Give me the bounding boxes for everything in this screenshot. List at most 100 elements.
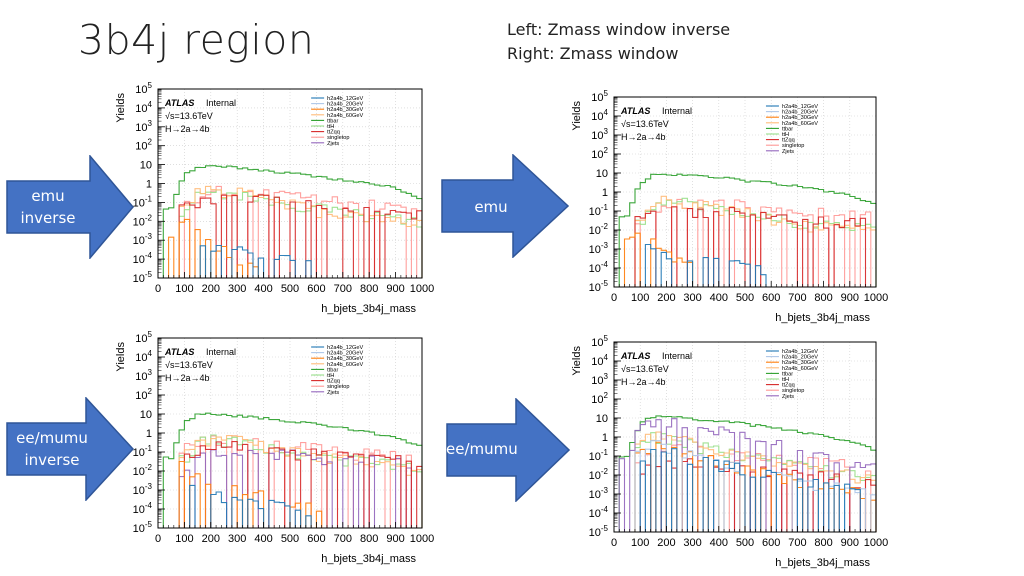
- y-tick-label: 105: [135, 330, 152, 345]
- x-tick-label: 0: [155, 283, 161, 295]
- y-axis: 10-5 10-4 10-3 10-2 10-1 1 10 102 103 104 105: [589, 89, 621, 294]
- y-tick-label: 10-1: [133, 194, 153, 209]
- x-tick-label: 600: [307, 533, 325, 545]
- chart-svg: 0 100 200 300 400 500 600 700 800 900 1000 h_bjets_…: [115, 330, 434, 565]
- x-tick-label: 0: [611, 537, 617, 549]
- legend-label-h2a4b-12gev: h2a4b_12GeV: [327, 345, 363, 351]
- arrow-label-line1: emu: [31, 187, 65, 205]
- y-axis: 10-5 10-4 10-3 10-2 10-1 1 10 102 103 104 105: [133, 81, 165, 285]
- legend-label-ttzqq: ttZqq: [327, 379, 340, 385]
- x-tick-label: 500: [281, 533, 299, 545]
- arrow-label-line1: ee/mumu: [446, 440, 518, 458]
- region-note: Left: Zmass window inverse Right: Zmass …: [507, 18, 730, 66]
- y-tick-label: 10-5: [589, 279, 609, 294]
- y-tick-label: 10: [596, 413, 608, 425]
- energy-label: √s=13.6TeV: [165, 360, 213, 370]
- x-axis: 0 100 200 300 400 500 600 700 800 900 1000: [155, 272, 434, 295]
- y-tick-label: 10-3: [589, 486, 609, 501]
- y-tick-label: 104: [135, 349, 152, 364]
- x-tick-label: 600: [762, 292, 780, 304]
- x-tick-label: 400: [254, 283, 272, 295]
- y-axis: 10-5 10-4 10-3 10-2 10-1 1 10 102 103 104 105: [589, 334, 621, 539]
- process-label: H→2a→4b: [621, 132, 666, 142]
- chart-svg: 0 100 200 300 400 500 600 700 800 900 1000 h_bjets_…: [115, 81, 434, 315]
- y-tick-label: 1: [602, 432, 608, 444]
- legend-label-ttzqq: ttZqq: [327, 130, 340, 136]
- y-tick-label: 10: [596, 168, 608, 180]
- legend-label-singletop: singletop: [782, 388, 804, 394]
- y-tick-label: 103: [591, 127, 608, 142]
- x-tick-label: 200: [657, 292, 675, 304]
- arrow-label-line1: emu: [474, 198, 508, 216]
- atlas-label-block: ATLAS Internal √s=13.6TeV H→2a→4b: [620, 106, 692, 142]
- x-tick-label: 800: [360, 283, 378, 295]
- x-axis: 0 100 200 300 400 500 600 700 800 900 1000: [155, 522, 434, 545]
- y-tick-label: 10-2: [133, 463, 153, 478]
- atlas-tag: Internal: [662, 351, 692, 361]
- y-tick-label: 102: [591, 146, 608, 161]
- y-tick-label: 103: [135, 119, 152, 134]
- x-axis-label: h_bjets_3b4j_mass: [775, 312, 870, 324]
- legend-label-h2a4b-12gev: h2a4b_12GeV: [327, 96, 363, 102]
- energy-label: √s=13.6TeV: [621, 119, 669, 129]
- legend-label-ttbar: ttbar: [782, 126, 793, 132]
- x-tick-label: 900: [841, 292, 859, 304]
- y-tick-label: 10: [140, 160, 152, 172]
- atlas-label-block: ATLAS Internal √s=13.6TeV H→2a→4b: [164, 98, 236, 134]
- arrow-emu: emu: [441, 154, 569, 258]
- x-axis: 0 100 200 300 400 500 600 700 800 900 1000: [611, 526, 888, 549]
- y-tick-label: 10-5: [133, 520, 153, 535]
- legend: h2a4b_12GeVh2a4b_20GeVh2a4b_30GeVh2a4b_6…: [765, 104, 818, 155]
- x-tick-label: 200: [202, 533, 220, 545]
- y-tick-label: 104: [591, 353, 608, 368]
- slide-title: 3b4j region: [78, 16, 315, 64]
- y-axis-label: Yields: [115, 93, 127, 123]
- legend-label-h2a4b-20gev: h2a4b_20GeV: [327, 351, 363, 357]
- series-line-ttbar: [158, 412, 423, 529]
- x-tick-label: 300: [228, 533, 246, 545]
- x-tick-label: 1000: [864, 292, 888, 304]
- legend-label-tth: ttH: [782, 132, 789, 138]
- series-line-h2a4b-60gev: [158, 435, 423, 529]
- legend-label-h2a4b-30gev: h2a4b_30GeV: [782, 360, 818, 366]
- x-tick-label: 900: [386, 283, 404, 295]
- arrow-shape: [6, 155, 134, 259]
- y-axis-label: Yields: [115, 342, 127, 372]
- process-label: H→2a→4b: [165, 373, 210, 383]
- legend: h2a4b_12GeVh2a4b_20GeVh2a4b_30GeVh2a4b_6…: [765, 349, 818, 400]
- arrow-eemumu: ee/mumu: [446, 398, 570, 502]
- legend-label-h2a4b-60gev: h2a4b_60GeV: [327, 362, 363, 368]
- x-tick-label: 0: [155, 533, 161, 545]
- y-tick-label: 105: [591, 89, 608, 104]
- y-tick-label: 102: [135, 138, 152, 153]
- arrow-shape: [441, 154, 569, 258]
- legend-label-h2a4b-12gev: h2a4b_12GeV: [782, 349, 818, 355]
- note-line-1: Left: Zmass window inverse: [507, 20, 731, 39]
- x-tick-label: 300: [228, 283, 246, 295]
- atlas-label-block: ATLAS Internal √s=13.6TeV H→2a→4b: [164, 347, 236, 383]
- y-tick-label: 103: [591, 372, 608, 387]
- x-tick-label: 700: [788, 537, 806, 549]
- y-tick-label: 105: [591, 334, 608, 349]
- atlas-tag: Internal: [206, 347, 236, 357]
- series-line-ttbar: [614, 173, 877, 288]
- process-label: H→2a→4b: [165, 124, 210, 134]
- legend-label-ttzqq: ttZqq: [782, 383, 795, 389]
- legend-label-zjets: Zjets: [782, 394, 794, 400]
- energy-label: √s=13.6TeV: [165, 111, 213, 121]
- arrow-shape: [446, 398, 570, 502]
- arrow-label-line2: inverse: [20, 209, 76, 227]
- y-tick-label: 1: [146, 428, 152, 440]
- y-tick-label: 103: [135, 368, 152, 383]
- x-tick-label: 900: [386, 533, 404, 545]
- series-line-ttzqq: [158, 441, 423, 529]
- y-tick-label: 104: [591, 108, 608, 123]
- y-tick-label: 10: [140, 409, 152, 421]
- plot-eemumu: 0 100 200 300 400 500 600 700 800 900 1000 h_bjets_…: [560, 334, 890, 571]
- x-tick-label: 200: [202, 283, 220, 295]
- atlas-label: ATLAS: [164, 98, 194, 108]
- arrow-label-line1: ee/mumu: [16, 429, 88, 447]
- legend-label-h2a4b-20gev: h2a4b_20GeV: [327, 102, 363, 108]
- y-tick-label: 102: [591, 391, 608, 406]
- y-tick-label: 10-5: [589, 524, 609, 539]
